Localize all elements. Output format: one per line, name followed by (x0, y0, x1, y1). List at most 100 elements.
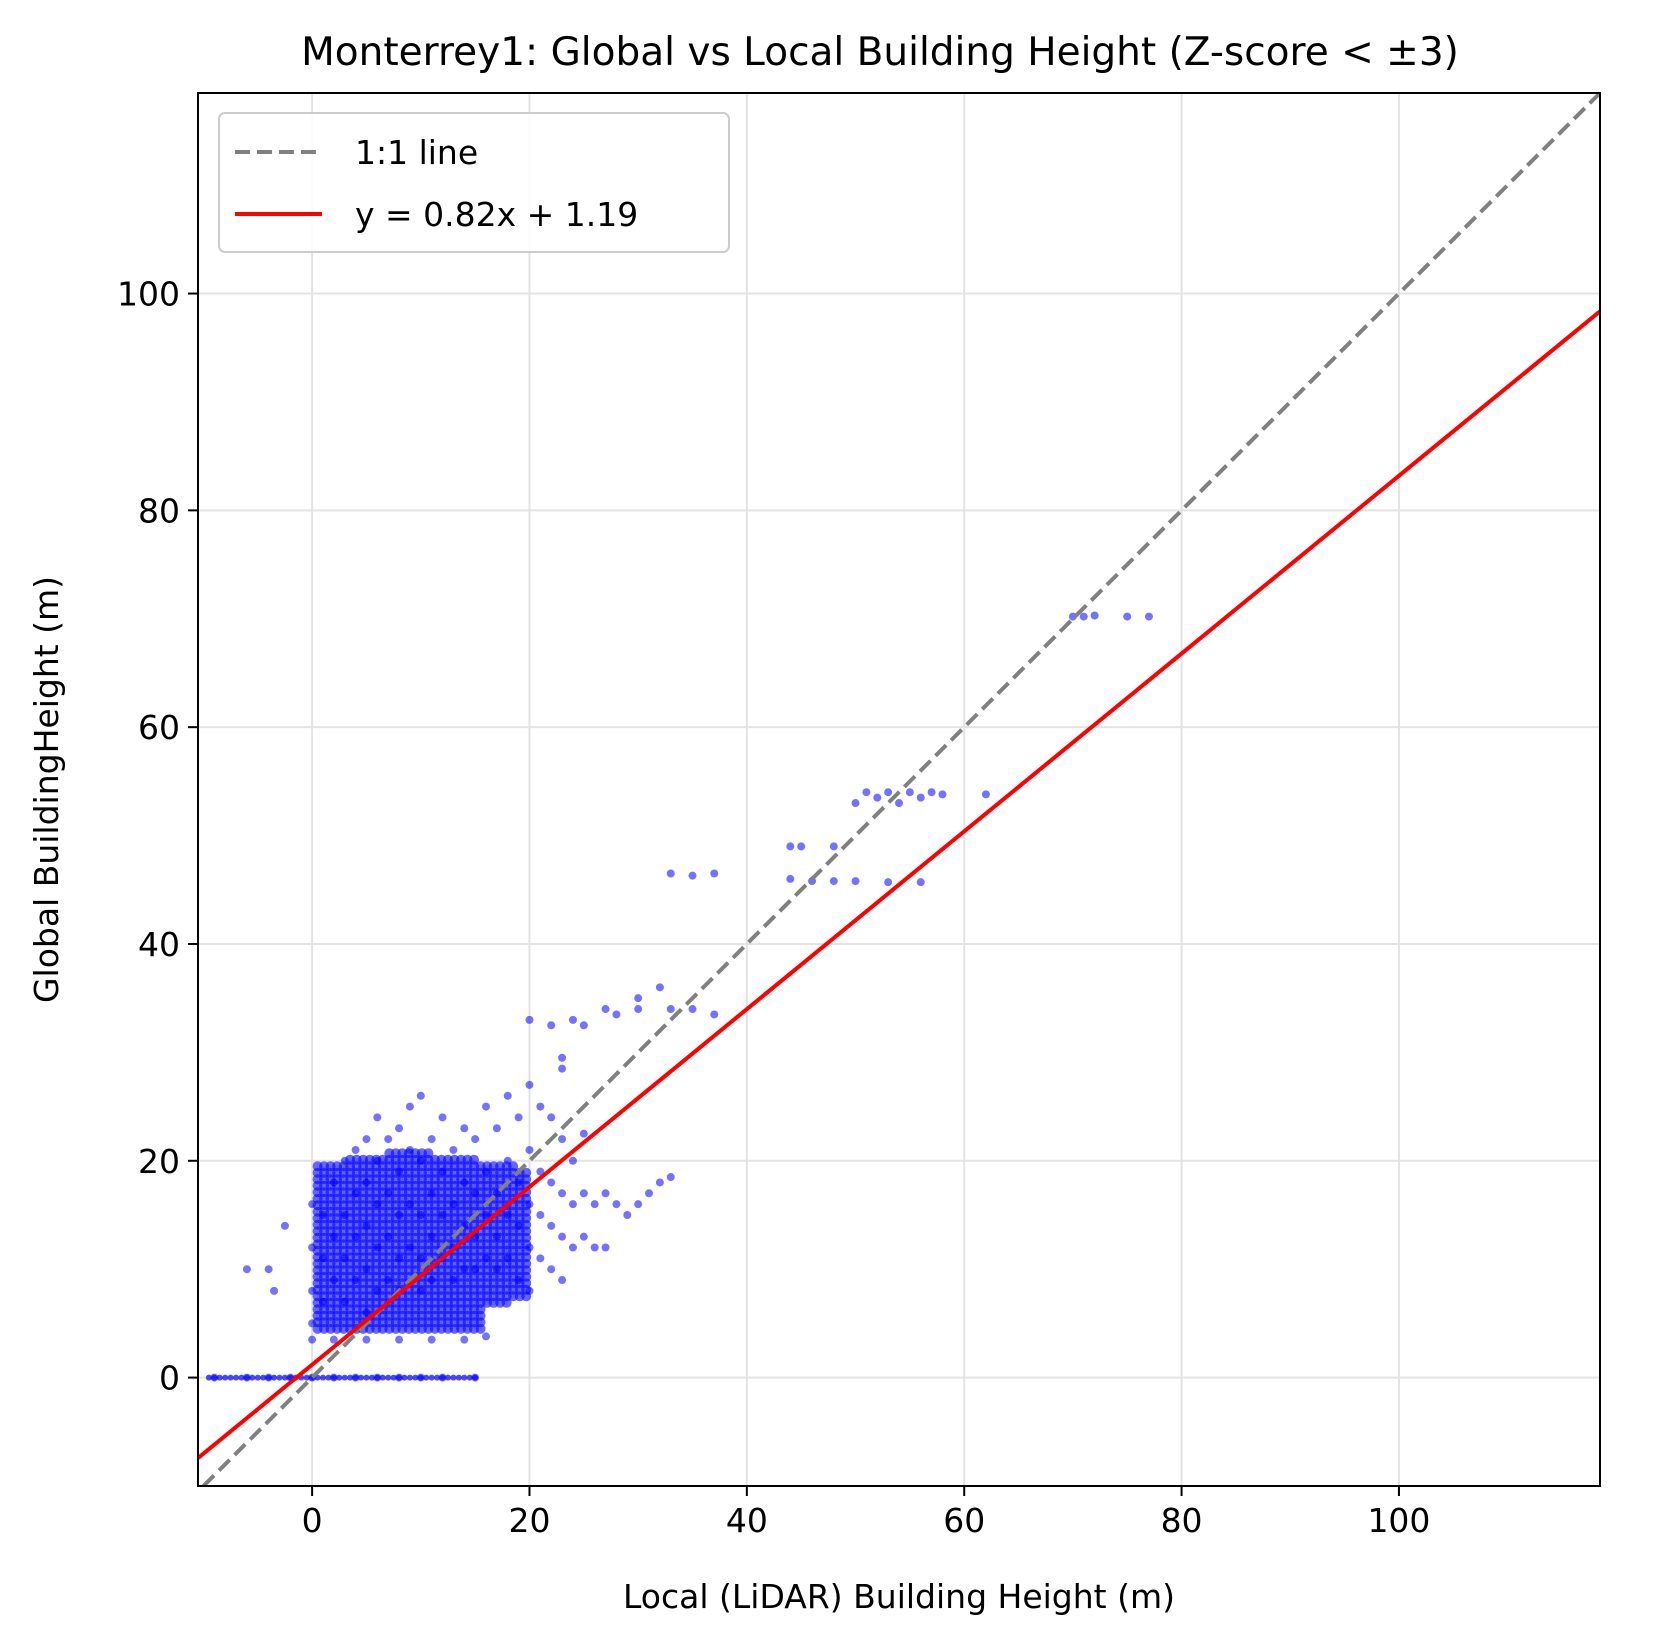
scatter-point (547, 1113, 556, 1122)
x-tick-label: 40 (726, 1501, 768, 1540)
scatter-point (254, 1374, 261, 1381)
scatter-point (427, 1135, 436, 1144)
scatter-point (666, 1173, 675, 1182)
scatter-point (916, 793, 925, 802)
scatter-point (423, 1148, 434, 1159)
x-tick-label: 100 (1367, 1501, 1430, 1540)
scatter-point (579, 1129, 588, 1138)
scatter-point (330, 1374, 337, 1381)
scatter-point (401, 1374, 408, 1381)
scatter-point (374, 1374, 381, 1381)
legend: 1:1 line y = 0.82x + 1.19 (218, 112, 730, 253)
scatter-point (1144, 612, 1153, 621)
scatter-point (434, 1374, 441, 1381)
scatter-point (521, 1167, 532, 1178)
scatter-point (395, 1124, 404, 1133)
scatter-point (862, 788, 871, 797)
scatter-point (249, 1374, 256, 1381)
scatter-point (558, 1232, 567, 1241)
scatter-point (379, 1374, 386, 1381)
scatter-point (895, 799, 903, 808)
x-tick-label: 0 (302, 1501, 323, 1540)
scatter-point (568, 1015, 577, 1024)
scatter-point (873, 793, 882, 802)
scatter-point (319, 1374, 326, 1381)
x-tick-label: 20 (508, 1501, 550, 1540)
scatter-point (1123, 612, 1132, 621)
scatter-point (390, 1374, 397, 1381)
scatter-point (558, 1189, 567, 1198)
scatter-point (373, 1113, 382, 1122)
scatter-point (884, 788, 893, 797)
scatter-point (634, 1005, 643, 1014)
y-tick-label: 0 (159, 1359, 180, 1398)
scatter-point (579, 1232, 588, 1241)
scatter-point (280, 1221, 289, 1230)
scatter-point (325, 1374, 332, 1381)
scatter-point (472, 1374, 479, 1381)
scatter-point (406, 1374, 413, 1381)
scatter-point (916, 878, 925, 887)
scatter-point (634, 1200, 643, 1209)
scatter-point (329, 1335, 338, 1344)
scatter-point (536, 1167, 545, 1176)
scatter-point (579, 1021, 588, 1030)
scatter-point (525, 1080, 534, 1089)
scatter-point (270, 1286, 279, 1295)
scatter-point (423, 1374, 430, 1381)
scatter-point (612, 1010, 621, 1019)
scatter-point (514, 1113, 523, 1122)
scatter-point (439, 1374, 446, 1381)
scatter-point (482, 1332, 491, 1341)
scatter-point (558, 1135, 567, 1144)
scatter-point (536, 1102, 545, 1111)
scatter-point (568, 1156, 577, 1165)
scatter-point (336, 1374, 343, 1381)
regression-line (196, 309, 1602, 1460)
scatter-point (303, 1374, 310, 1381)
x-tick-label: 60 (943, 1501, 985, 1540)
scatter-point (547, 1021, 556, 1030)
scatter-point (612, 1200, 621, 1209)
scatter-point (205, 1374, 212, 1381)
scatter-point (412, 1374, 419, 1381)
scatter-point (688, 1005, 697, 1014)
scatter-point (601, 1243, 610, 1252)
scatter-points (205, 611, 1153, 1382)
scatter-point (797, 842, 806, 851)
scatter-point (1079, 612, 1088, 621)
scatter-point (623, 1210, 632, 1219)
scatter-point (688, 871, 697, 880)
scatter-point (471, 1135, 480, 1144)
scatter-point (264, 1265, 273, 1274)
scatter-point (362, 1335, 371, 1344)
scatter-point (449, 1145, 458, 1154)
scatter-point (655, 1178, 664, 1187)
axis-ticks: 0 20 40 60 80 100 0 20 40 60 80 100 (117, 275, 1430, 1540)
y-tick-label: 40 (138, 925, 180, 964)
scatter-point (211, 1374, 218, 1381)
scatter-point (884, 878, 893, 887)
scatter-point (482, 1102, 491, 1111)
scatter-point (981, 790, 990, 799)
y-tick-label: 80 (138, 491, 180, 530)
scatter-point (579, 1189, 588, 1198)
scatter-point (492, 1124, 501, 1133)
scatter-point (503, 1091, 512, 1100)
scatter-point (384, 1135, 393, 1144)
scatter-point (547, 1265, 556, 1274)
scatter-point (341, 1374, 348, 1381)
scatter-point (276, 1374, 283, 1381)
scatter-point (362, 1135, 371, 1144)
scatter-point (536, 1254, 545, 1263)
scatter-point (666, 1005, 675, 1014)
legend-box (218, 112, 730, 253)
scatter-point (558, 1276, 567, 1285)
scatter-point (233, 1374, 240, 1381)
scatter-point (645, 1189, 654, 1198)
scatter-point (1090, 611, 1099, 620)
scatter-point (568, 1200, 577, 1209)
scatter-point (601, 1189, 610, 1198)
scatter-point (536, 1210, 545, 1219)
scatter-point (222, 1374, 229, 1381)
